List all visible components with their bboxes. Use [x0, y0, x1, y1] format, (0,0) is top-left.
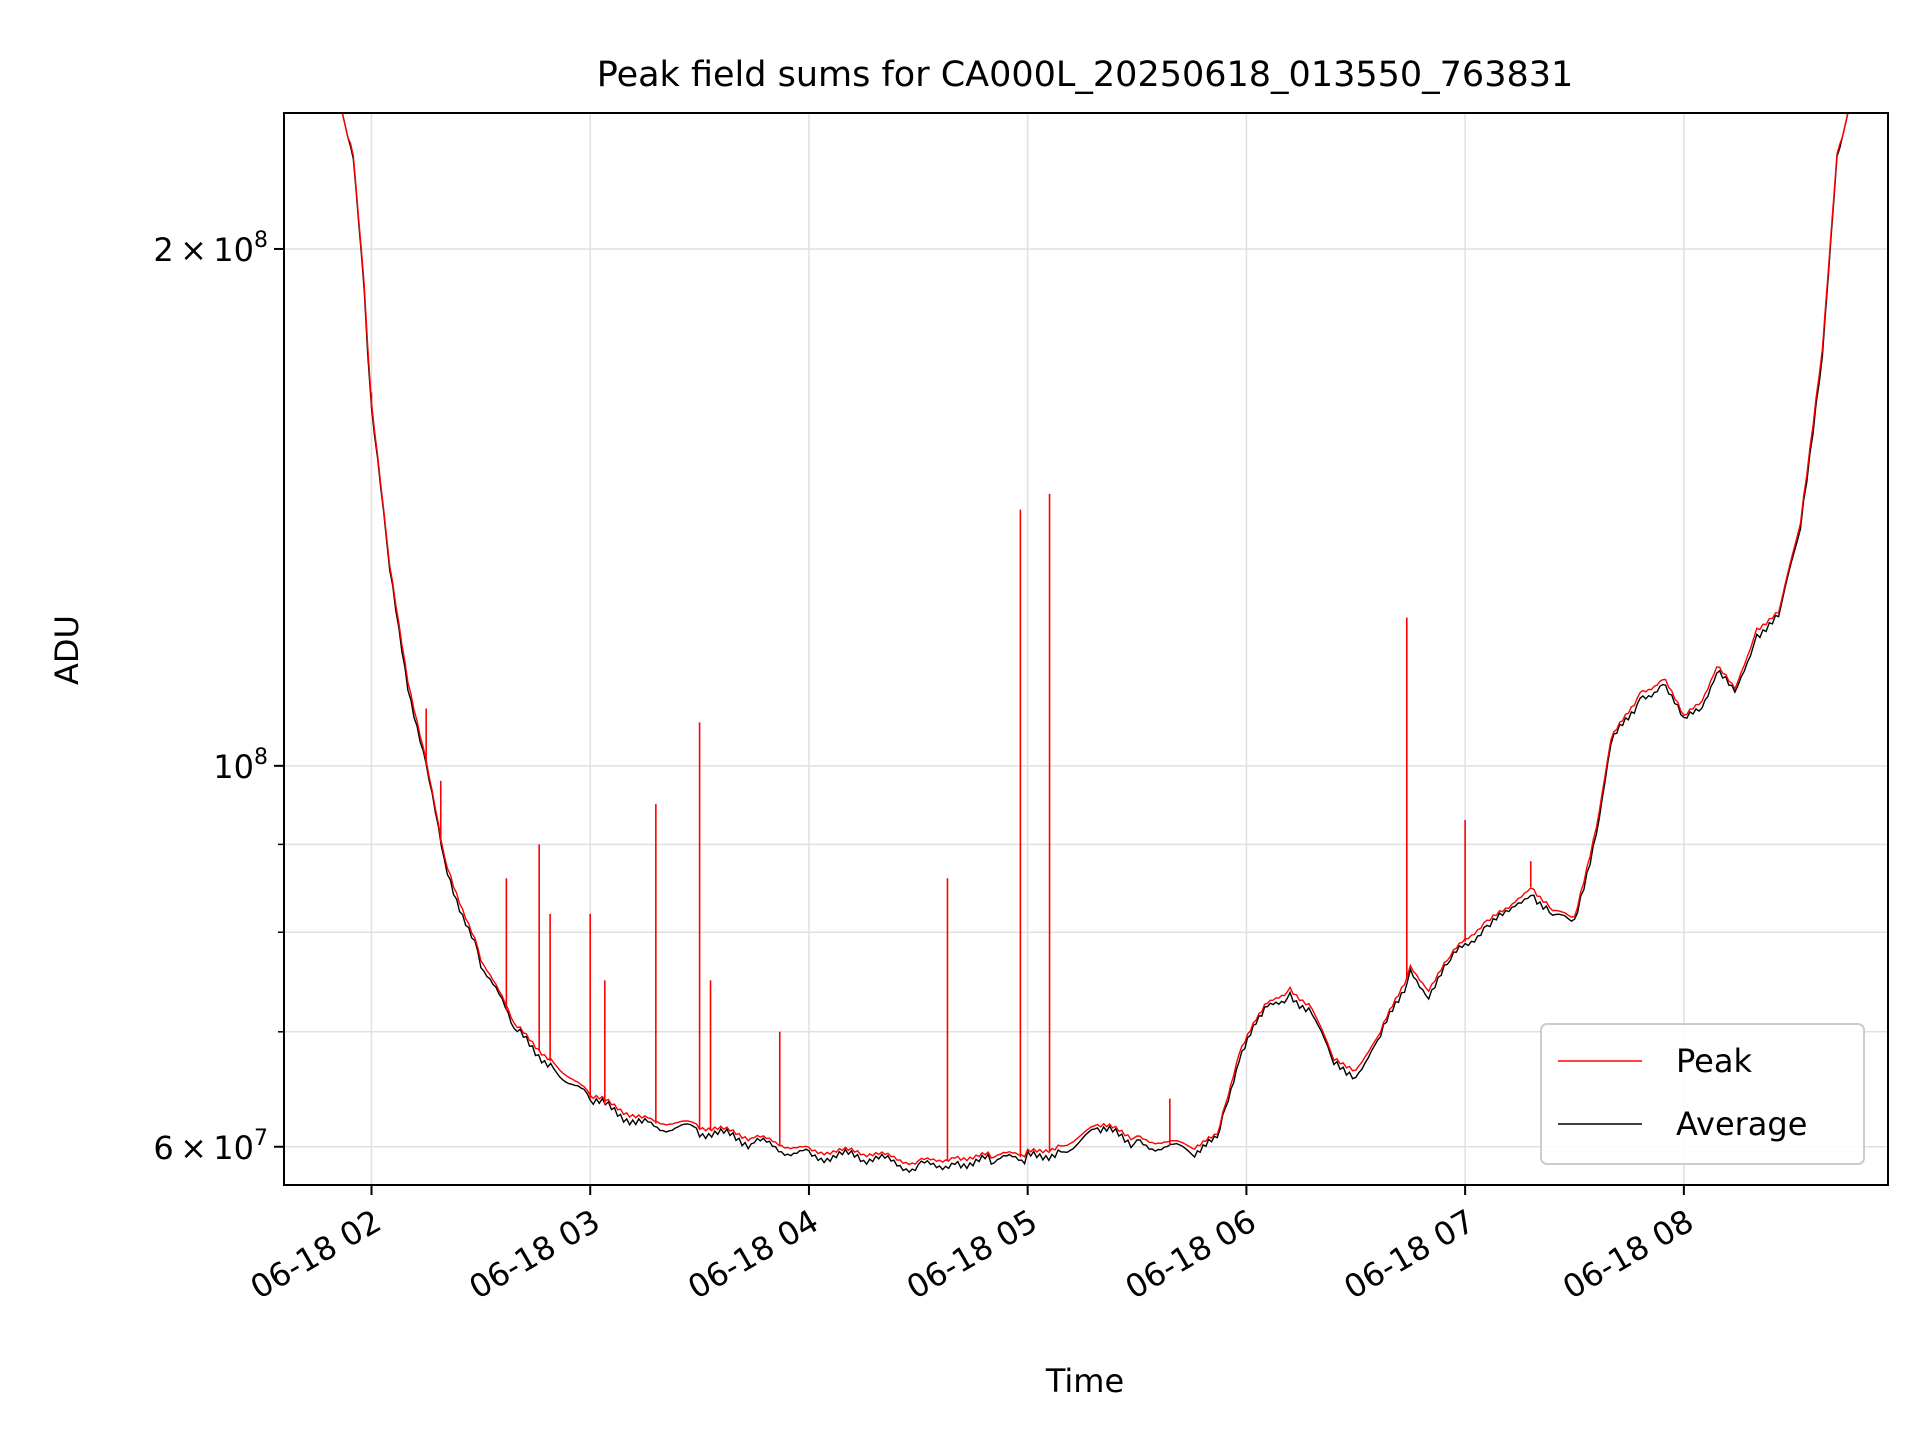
- legend-label-average: Average: [1676, 1105, 1807, 1143]
- series-peak: [284, 113, 1888, 1166]
- peak-line: [284, 113, 1888, 1166]
- y-axis-label: ADU: [48, 615, 86, 685]
- y-tick-label: 2 × 108: [153, 228, 268, 269]
- y-tick-label: 108: [213, 745, 268, 786]
- x-axis-label: Time: [1045, 1362, 1124, 1400]
- grid: [284, 113, 1888, 1185]
- legend-box: [1540, 1023, 1865, 1165]
- series-average: [284, 113, 1888, 1174]
- y-tick-label: 6 × 107: [153, 1126, 268, 1167]
- legend: Peak Average: [1540, 1023, 1865, 1165]
- chart-title: Peak field sums for CA000L_20250618_0135…: [597, 55, 1574, 95]
- legend-label-peak: Peak: [1676, 1042, 1752, 1080]
- y-axis-ticks: 6 × 107 108 2 × 108: [153, 228, 284, 1167]
- average-line: [284, 113, 1888, 1174]
- plot-frame: [283, 112, 1889, 1186]
